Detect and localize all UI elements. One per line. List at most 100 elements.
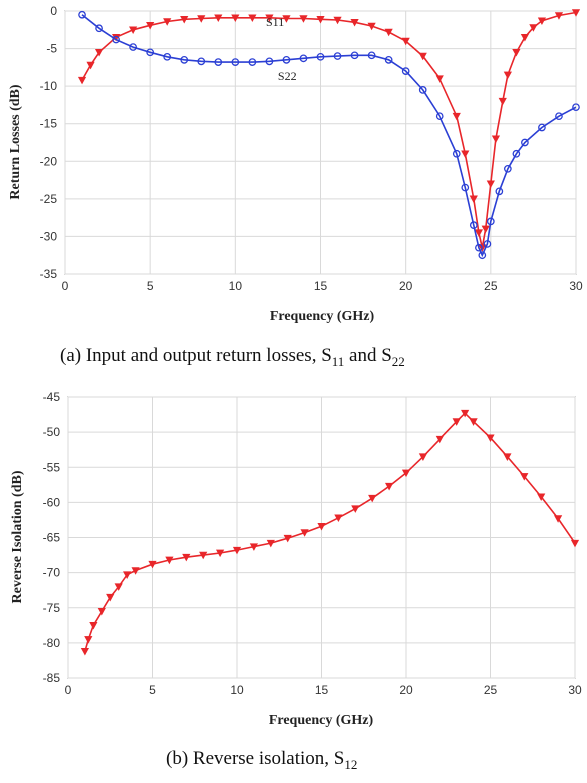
data-point <box>231 14 240 22</box>
caption-a-mid: and S <box>344 345 392 366</box>
data-point <box>384 482 394 491</box>
data-point <box>401 67 410 75</box>
data-point <box>553 515 563 523</box>
y-tick-label: -75 <box>43 601 61 615</box>
data-point <box>86 61 95 70</box>
data-point <box>165 556 174 565</box>
x-tick-label: 15 <box>315 683 329 697</box>
data-point <box>249 543 259 551</box>
x-tick-label: 25 <box>484 683 498 697</box>
x-tick-label: 25 <box>484 279 498 293</box>
series-label-s11: S11 <box>266 15 284 29</box>
data-point <box>452 112 461 121</box>
series-s11: S11 <box>77 9 581 252</box>
data-point <box>214 14 223 22</box>
chart-reverse-isolation: 0 5 10 15 20 25 30-45-50-55-60-65-70-75-80-85 … <box>10 390 582 772</box>
data-point <box>520 34 530 42</box>
x-tick-label: 0 <box>65 683 72 697</box>
ticks-b: 0 5 10 15 20 25 30 -45 -50 -55 -60 -65 -70 -75 -80 -85 <box>43 390 582 697</box>
data-point <box>231 58 240 66</box>
data-point <box>114 583 123 591</box>
y-tick-label: -70 <box>43 566 61 580</box>
x-tick-label: 15 <box>314 279 328 293</box>
series-a: S11 S22 <box>77 9 581 260</box>
data-point <box>486 217 495 226</box>
data-point <box>266 539 275 548</box>
series-line <box>84 412 575 652</box>
data-point <box>452 149 461 158</box>
data-point <box>129 26 138 35</box>
data-point <box>571 9 581 17</box>
data-point <box>84 636 93 644</box>
data-point <box>435 112 444 121</box>
data-point <box>495 187 504 196</box>
caption-a: (a) Input and output return losses, S11 … <box>60 345 405 369</box>
data-point <box>475 243 483 252</box>
data-point <box>77 76 87 85</box>
data-point <box>401 37 410 46</box>
y-tick-label: -55 <box>43 460 61 474</box>
data-point <box>265 57 274 66</box>
data-point <box>180 15 189 24</box>
data-point <box>401 469 411 478</box>
data-point <box>182 553 191 562</box>
data-point <box>384 28 393 37</box>
y-axis-label-b: Reverse Isolation (dB) <box>10 470 25 603</box>
data-point <box>282 15 291 23</box>
y-tick-label: -15 <box>40 117 58 131</box>
data-point <box>146 21 155 30</box>
data-point <box>498 97 507 106</box>
chart-return-losses: 0 5 10 15 20 25 30 0 -5 -10 -15 -20 -25 -30 -35 S11 S22… <box>8 4 583 369</box>
x-tick-label: 20 <box>399 279 413 293</box>
data-point <box>129 43 137 51</box>
data-point <box>367 22 376 31</box>
data-point <box>316 15 325 24</box>
y-tick-label: -30 <box>40 229 58 243</box>
data-point <box>300 529 309 537</box>
y-tick-label: -10 <box>40 79 58 93</box>
data-point <box>570 539 580 548</box>
data-point <box>214 58 223 66</box>
y-tick-label: -25 <box>40 192 58 206</box>
data-point <box>148 560 157 569</box>
data-point <box>461 183 470 192</box>
data-point <box>97 607 106 616</box>
data-point <box>491 135 501 143</box>
data-point <box>504 164 512 173</box>
data-point <box>95 24 103 33</box>
y-tick-label: -85 <box>43 671 61 685</box>
y-axis-label-a: Return Losses (dB) <box>8 84 23 199</box>
data-point <box>215 549 225 558</box>
data-point <box>106 593 115 602</box>
data-point <box>199 551 208 560</box>
data-point <box>89 622 98 630</box>
data-point <box>486 180 495 189</box>
y-tick-label: -80 <box>43 636 61 650</box>
data-point <box>537 17 547 25</box>
data-point <box>350 51 359 60</box>
data-point <box>435 75 444 83</box>
data-point <box>334 514 343 523</box>
data-point <box>368 494 377 503</box>
data-point <box>163 18 172 26</box>
data-point <box>461 409 470 418</box>
data-point <box>474 229 484 237</box>
data-point <box>520 473 529 481</box>
data-point <box>555 112 563 121</box>
data-point <box>483 240 492 248</box>
data-point <box>232 546 242 555</box>
data-point <box>78 10 86 19</box>
caption-b-text: (b) Reverse isolation, S <box>166 748 344 769</box>
data-point <box>469 195 478 204</box>
data-point <box>333 16 342 25</box>
data-point <box>131 567 140 575</box>
data-point <box>521 138 529 147</box>
y-tick-label: 0 <box>50 4 57 18</box>
grid-b <box>67 396 576 679</box>
data-point <box>481 225 490 234</box>
caption-a-sub2: 22 <box>392 354 405 369</box>
data-point <box>112 35 120 44</box>
series-series-0 <box>80 409 580 656</box>
data-point <box>469 221 478 230</box>
